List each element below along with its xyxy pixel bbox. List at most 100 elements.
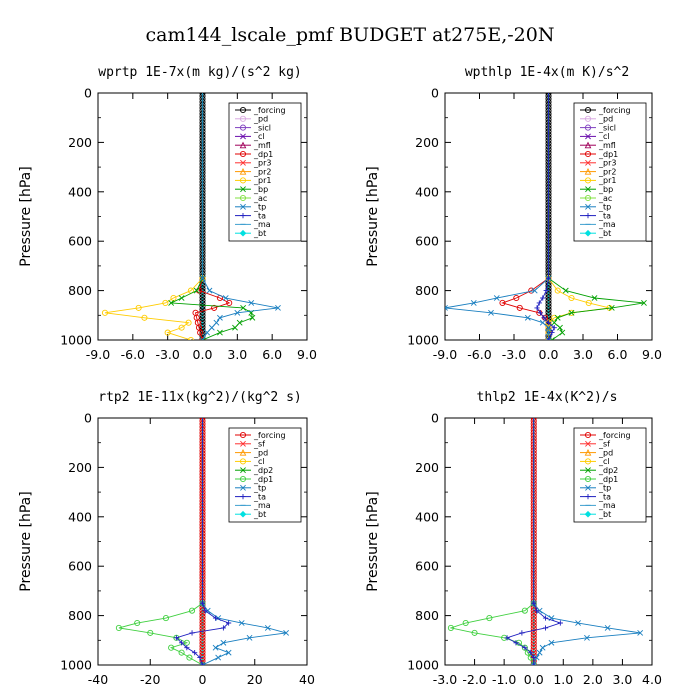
series-marker-forcing — [530, 646, 537, 653]
series-marker-bp — [232, 324, 238, 331]
series-marker-pr1 — [178, 324, 185, 331]
series-marker-forcing — [530, 622, 537, 629]
x-tick-label: -3.0 — [433, 672, 457, 687]
x-tick-label: 3.0 — [227, 347, 247, 362]
series-marker-forcing — [199, 631, 206, 638]
legend-marker — [584, 106, 592, 114]
series-marker-forcing — [199, 288, 206, 295]
series-marker-ta — [531, 654, 537, 661]
series-marker-tp — [493, 295, 500, 301]
legend-label: _mfl — [598, 141, 616, 150]
series-marker-dp1 — [188, 607, 196, 614]
y-tick-label: 0 — [84, 86, 92, 101]
series-group — [115, 418, 290, 665]
series-marker-forcing — [545, 300, 552, 307]
legend-label: _bt — [598, 229, 611, 238]
y-tick-label: 0 — [84, 411, 92, 426]
series-marker-pr1 — [164, 329, 171, 336]
legend-label: _bt — [253, 229, 266, 238]
series-marker-pr1 — [585, 299, 592, 307]
x-tick-label: -6.0 — [121, 347, 145, 362]
legend-marker — [585, 494, 591, 500]
legend-label: _bp — [598, 185, 613, 194]
series-marker-forcing — [199, 294, 206, 301]
x-tick-label: 0.0 — [193, 347, 213, 362]
legend-marker — [584, 177, 592, 184]
legend-label: _sf — [598, 440, 610, 449]
legend-label: _bp — [253, 185, 268, 194]
legend-label: _forcing — [598, 106, 631, 115]
series-marker-tp — [225, 649, 232, 656]
x-tick-label: 40 — [299, 672, 315, 687]
legend-marker — [240, 467, 246, 474]
y-tick-label: 200 — [415, 135, 439, 150]
series-marker-tp — [445, 304, 448, 311]
series-marker-bp — [608, 304, 615, 311]
y-tick-label: 1000 — [407, 658, 439, 673]
series-marker-tp — [283, 629, 290, 636]
y-tick-label: 400 — [415, 184, 439, 199]
series-marker-ta — [179, 640, 185, 646]
series-marker-tp — [264, 625, 271, 631]
legend-label: _ta — [598, 492, 611, 501]
series-marker-forcing — [545, 306, 552, 313]
series-marker-dp1 — [162, 615, 169, 622]
series-marker-forcing — [530, 625, 537, 632]
series-marker-tp — [545, 329, 552, 336]
series-marker-forcing — [199, 637, 206, 644]
series-marker-ta — [519, 630, 525, 636]
series-marker-ta — [551, 325, 557, 331]
series-marker-forcing — [530, 613, 537, 620]
x-tick-label: -1.0 — [492, 672, 516, 687]
series-marker-bp — [641, 300, 647, 306]
series-marker-bp — [168, 300, 175, 306]
series-line-pr1 — [104, 93, 203, 340]
series-marker-dp1 — [471, 629, 478, 636]
series-marker-bp — [562, 287, 569, 294]
series-marker-tp — [470, 300, 477, 306]
series-marker-dp1 — [178, 649, 185, 656]
legend-marker — [240, 203, 246, 210]
chart-panel-thlp2: thlp2 1E-4x(K^2)/s Pressure [hPa] 0 200 400 6… — [365, 390, 662, 687]
series-marker-dp1 — [486, 615, 493, 622]
legend-label: _forcing — [253, 106, 286, 115]
y-tick-label: 200 — [415, 460, 439, 475]
series-marker-forcing — [530, 637, 537, 644]
series-marker-tp — [199, 337, 206, 340]
series-marker-tp — [212, 644, 219, 651]
y-tick-label: 800 — [68, 608, 92, 623]
series-marker-tp — [531, 287, 538, 294]
series-marker-forcing — [530, 643, 537, 650]
series-marker-forcing — [199, 643, 206, 650]
legend-marker — [239, 106, 247, 114]
legend-label: _pr1 — [598, 176, 616, 185]
series-marker-ta — [199, 662, 206, 665]
series-marker-forcing — [530, 631, 537, 638]
series-marker-ta — [212, 615, 219, 621]
y-tick-label: 600 — [68, 559, 92, 574]
series-marker-forcing — [199, 300, 206, 307]
legend-marker — [239, 150, 247, 158]
series-marker-dp1 — [499, 299, 506, 307]
series-marker-bp — [568, 309, 575, 316]
y-tick-label: 800 — [68, 283, 92, 298]
series-marker-forcing — [199, 324, 206, 331]
series-marker-pr1 — [554, 287, 561, 294]
series-marker-bp — [554, 314, 561, 321]
figure-title: cam144_lscale_pmf BUDGET at275E,-20N — [146, 24, 555, 46]
chart-title: wpthlp 1E-4x(m K)/s^2 — [465, 65, 629, 80]
legend-marker — [239, 431, 247, 439]
legend-label: _pr3 — [598, 159, 616, 168]
legend-marker — [239, 458, 247, 465]
y-tick-label: 800 — [415, 608, 439, 623]
series-marker-dp1 — [168, 644, 175, 651]
series-line-dp1 — [194, 93, 231, 340]
legend-marker — [584, 167, 592, 175]
series-marker-ta — [557, 620, 563, 626]
y-tick-label: 0 — [431, 411, 439, 426]
series-marker-ta — [545, 320, 552, 326]
series-marker-dp1 — [513, 294, 520, 302]
legend-marker — [585, 186, 591, 193]
series-marker-ta — [543, 288, 549, 294]
series-marker-pr1 — [187, 336, 194, 340]
